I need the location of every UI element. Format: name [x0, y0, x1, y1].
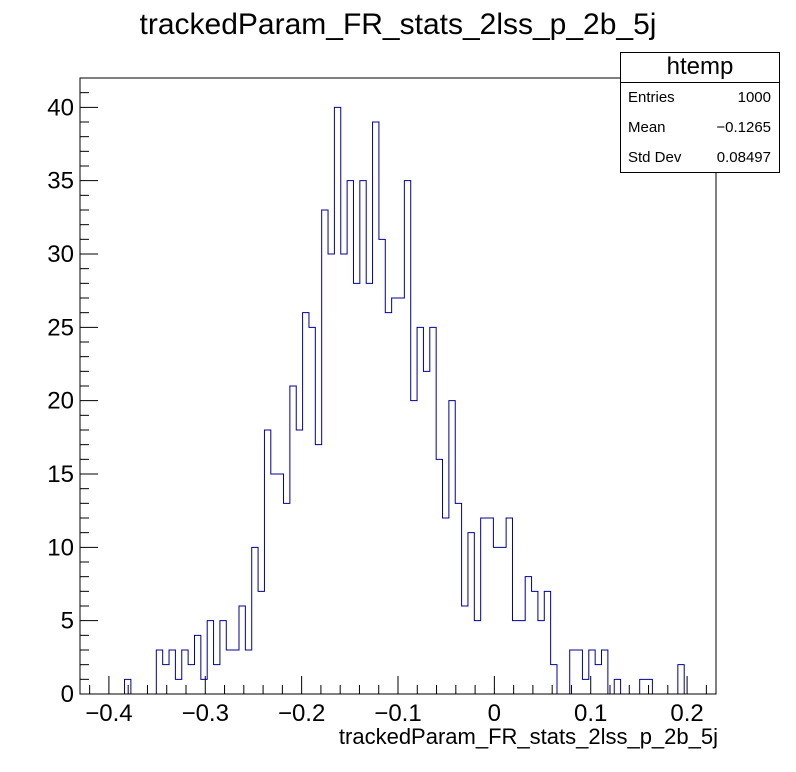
plot-frame [79, 77, 717, 695]
y-tick-label: 5 [61, 608, 74, 635]
x-tick-label: −0.1 [374, 700, 421, 727]
stats-entries-value: 1000 [737, 89, 771, 106]
x-tick-label: 0.2 [670, 700, 703, 727]
x-tick-label: 0.1 [574, 700, 607, 727]
x-tick-label: −0.3 [182, 700, 229, 727]
stats-box-title: htemp [621, 53, 779, 83]
y-tick-label: 20 [47, 388, 74, 415]
stats-std-value: 0.08497 [716, 149, 771, 166]
histogram-line [80, 106, 716, 695]
stats-entries-label: Entries [628, 89, 675, 106]
tick-labels: 0 5 10 15 20 25 30 35 40 −0.4 −0.3 −0.2 −0.1 0 0.1 0.2 [47, 94, 703, 727]
stats-box: htemp Entries 1000 Mean −0.1265 Std Dev … [620, 52, 780, 173]
y-tick-label: 30 [47, 241, 74, 268]
y-tick-label: 40 [47, 94, 74, 121]
axis-ticks [80, 77, 707, 695]
stats-mean-label: Mean [628, 119, 666, 136]
stats-row-std: Std Dev 0.08497 [621, 143, 779, 173]
x-tick-label: −0.2 [278, 700, 325, 727]
y-tick-label: 35 [47, 168, 74, 195]
stats-mean-value: −0.1265 [716, 119, 771, 136]
stats-row-mean: Mean −0.1265 [621, 113, 779, 143]
x-tick-label: 0 [488, 700, 501, 727]
chart-title: trackedParam_FR_stats_2lss_p_2b_5j [139, 8, 657, 41]
y-tick-label: 15 [47, 461, 74, 488]
stats-std-label: Std Dev [628, 149, 682, 166]
y-tick-label: 10 [47, 534, 74, 561]
stats-row-entries: Entries 1000 [621, 83, 779, 113]
y-tick-label: 25 [47, 314, 74, 341]
y-tick-label: 0 [61, 681, 74, 708]
x-tick-label: −0.4 [85, 700, 132, 727]
x-axis-title: trackedParam_FR_stats_2lss_p_2b_5j [338, 724, 718, 749]
